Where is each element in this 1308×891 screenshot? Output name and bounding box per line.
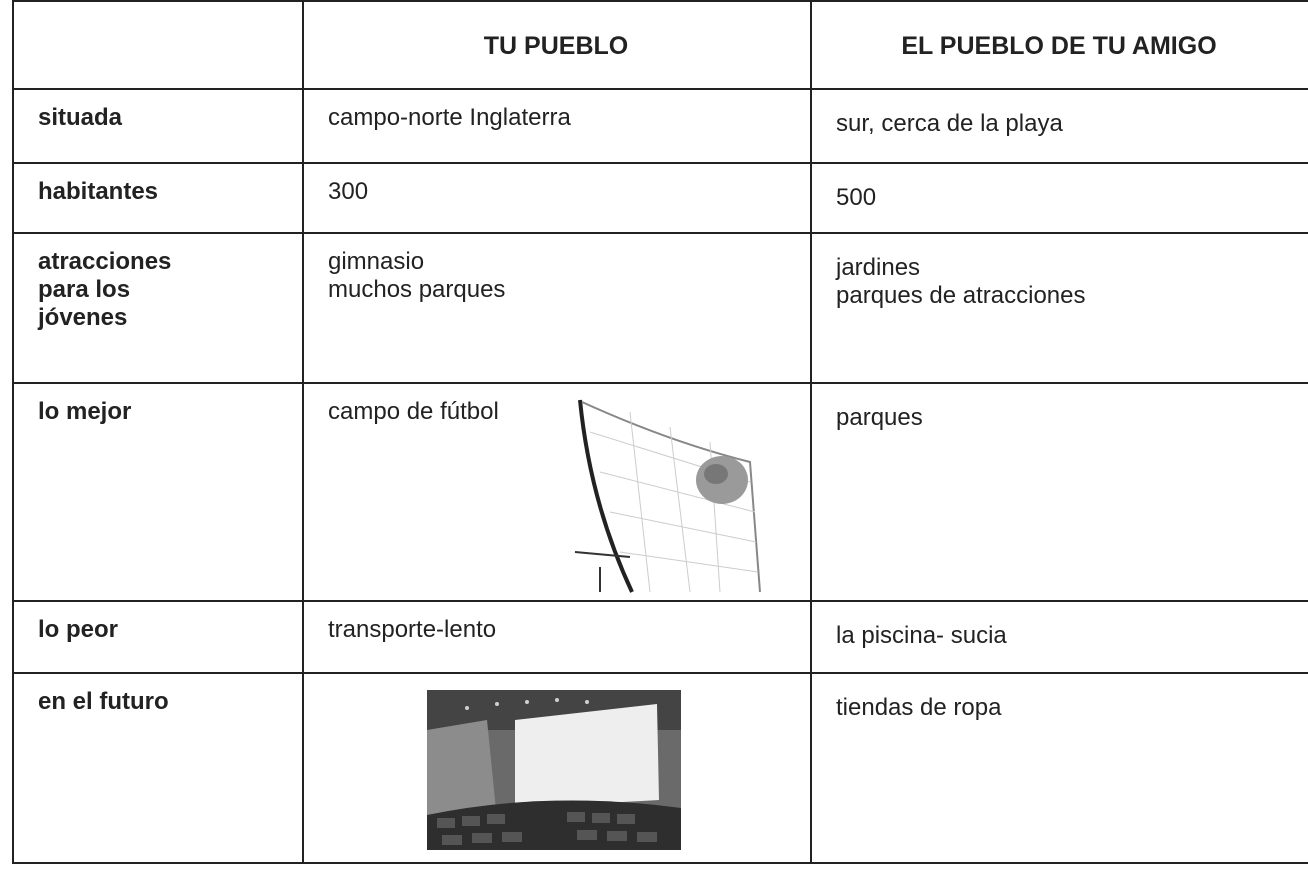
cell-text: campo-norte Inglaterra: [328, 104, 571, 131]
row-border: [12, 382, 1308, 384]
column-border: [302, 0, 304, 864]
cell-text: tiendas de ropa: [836, 694, 1002, 721]
cell-text: para los: [38, 276, 131, 303]
cell-tu: 300: [328, 178, 368, 206]
column-border: [810, 0, 812, 864]
header-text: TU PUEBLO: [483, 32, 629, 60]
cell-text: campo de fútbol: [328, 398, 499, 425]
cell-amigo: jardines parques de atracciones: [836, 254, 1086, 310]
cell-text: situada: [38, 104, 123, 131]
cell-amigo: 500: [836, 184, 876, 212]
row-border: [12, 232, 1308, 234]
cell-text: transporte-lento: [328, 616, 497, 643]
cell-text: en el futuro: [38, 688, 169, 715]
cell-amigo: parques: [836, 404, 923, 432]
cinema-image: [427, 690, 681, 850]
cell-amigo: tiendas de ropa: [836, 694, 1001, 722]
cell-text: lo mejor: [38, 398, 132, 425]
cell-text: 300: [328, 178, 369, 205]
row-label: en el futuro: [38, 688, 169, 716]
cell-amigo: la piscina- sucia: [836, 622, 1007, 650]
row-border: [12, 600, 1308, 602]
row-label: habitantes: [38, 178, 158, 206]
row-border: [12, 88, 1308, 90]
row-label: lo peor: [38, 616, 118, 644]
cell-amigo: sur, cerca de la playa: [836, 110, 1063, 138]
row-border: [12, 0, 1308, 2]
football-goal-image: [574, 399, 761, 593]
row-label: atracciones para los jóvenes: [38, 248, 171, 332]
cell-text: habitantes: [38, 178, 159, 205]
cell-text: parques: [836, 404, 923, 431]
cell-text: muchos parques: [328, 276, 506, 303]
cell-tu: campo-norte Inglaterra: [328, 104, 571, 132]
cell-text: la piscina- sucia: [836, 622, 1007, 649]
cell-text: parques de atracciones: [836, 282, 1086, 309]
row-border: [12, 162, 1308, 164]
cell-text: jardines: [836, 254, 921, 281]
row-label: situada: [38, 104, 122, 132]
header-text: EL PUEBLO DE TU AMIGO: [901, 32, 1217, 60]
column-border: [12, 0, 14, 864]
cell-tu: campo de fútbol: [328, 398, 499, 426]
cell-text: sur, cerca de la playa: [836, 110, 1063, 137]
cell-text: jóvenes: [38, 304, 128, 331]
cell-tu: transporte-lento: [328, 616, 496, 644]
row-border: [12, 862, 1308, 864]
row-border: [12, 672, 1308, 674]
column-header: TU PUEBLO: [302, 32, 810, 60]
row-label: lo mejor: [38, 398, 131, 426]
cell-text: 500: [836, 184, 877, 211]
cell-text: lo peor: [38, 616, 119, 643]
cell-tu: gimnasio muchos parques: [328, 248, 505, 304]
cell-text: atracciones: [38, 248, 172, 275]
column-header: EL PUEBLO DE TU AMIGO: [810, 32, 1308, 60]
cell-text: gimnasio: [328, 248, 425, 275]
